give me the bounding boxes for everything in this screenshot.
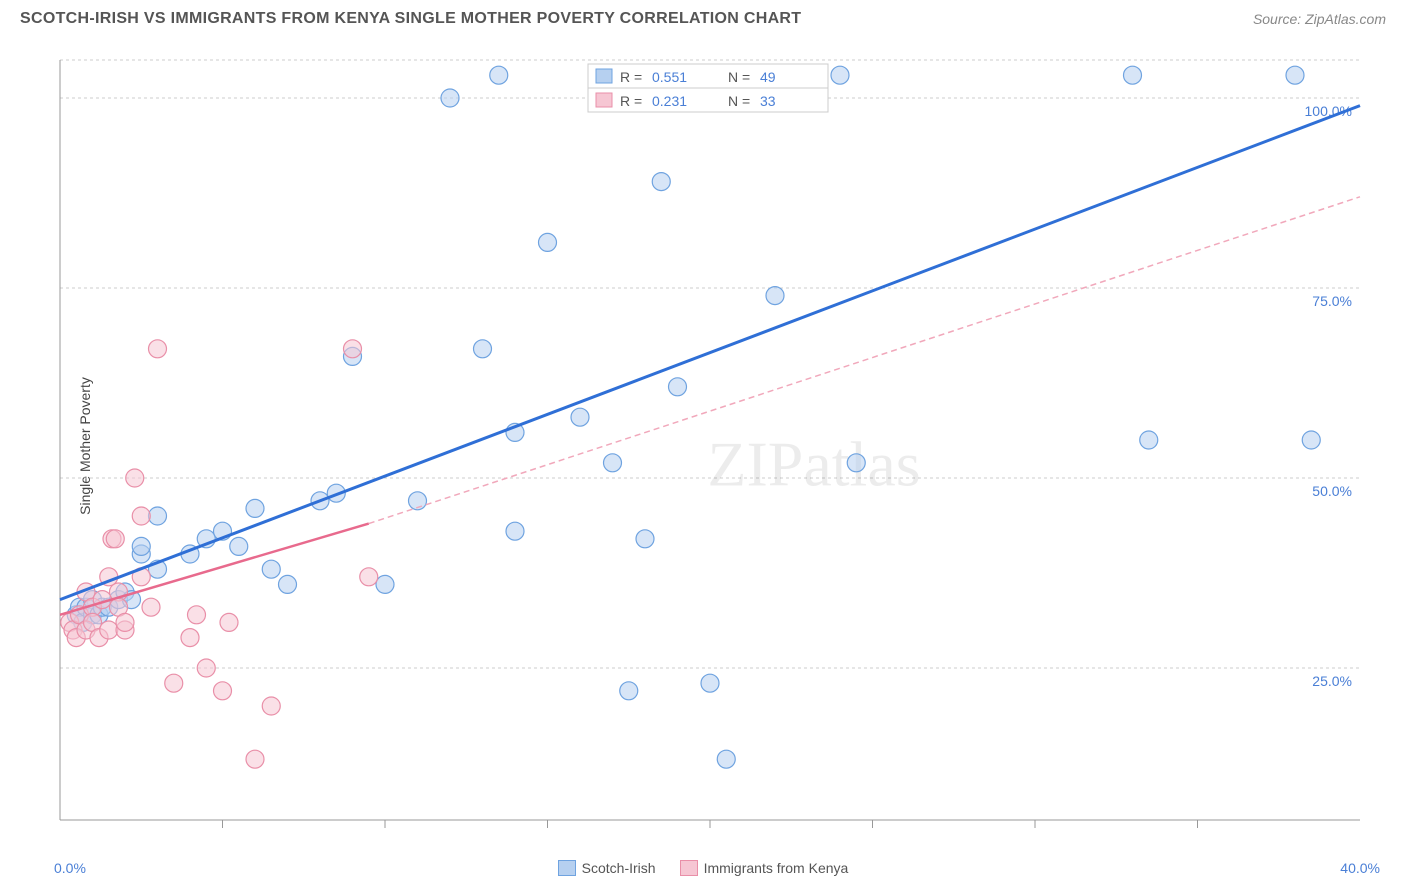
svg-text:ZIPatlas: ZIPatlas — [707, 429, 920, 500]
svg-text:49: 49 — [760, 69, 776, 85]
legend-label: Scotch-Irish — [582, 860, 656, 876]
svg-text:50.0%: 50.0% — [1312, 483, 1352, 499]
chart-area: 25.0%50.0%75.0%100.0%ZIPatlasR =0.551N =… — [50, 50, 1386, 832]
svg-text:R =: R = — [620, 69, 642, 85]
svg-text:75.0%: 75.0% — [1312, 293, 1352, 309]
scatter-chart: 25.0%50.0%75.0%100.0%ZIPatlasR =0.551N =… — [50, 50, 1370, 830]
svg-text:25.0%: 25.0% — [1312, 673, 1352, 689]
svg-text:N =: N = — [728, 93, 750, 109]
bottom-legend: Scotch-Irish Immigrants from Kenya — [0, 860, 1406, 876]
legend-item-kenya: Immigrants from Kenya — [680, 860, 849, 876]
svg-text:33: 33 — [760, 93, 776, 109]
legend-swatch-icon — [680, 860, 698, 876]
legend-swatch-icon — [558, 860, 576, 876]
svg-text:0.231: 0.231 — [652, 93, 687, 109]
svg-text:R =: R = — [620, 93, 642, 109]
svg-text:0.551: 0.551 — [652, 69, 687, 85]
chart-source: Source: ZipAtlas.com — [1253, 11, 1386, 27]
svg-text:N =: N = — [728, 69, 750, 85]
chart-title: SCOTCH-IRISH VS IMMIGRANTS FROM KENYA SI… — [20, 10, 801, 28]
legend-label: Immigrants from Kenya — [704, 860, 849, 876]
legend-item-scotch-irish: Scotch-Irish — [558, 860, 656, 876]
